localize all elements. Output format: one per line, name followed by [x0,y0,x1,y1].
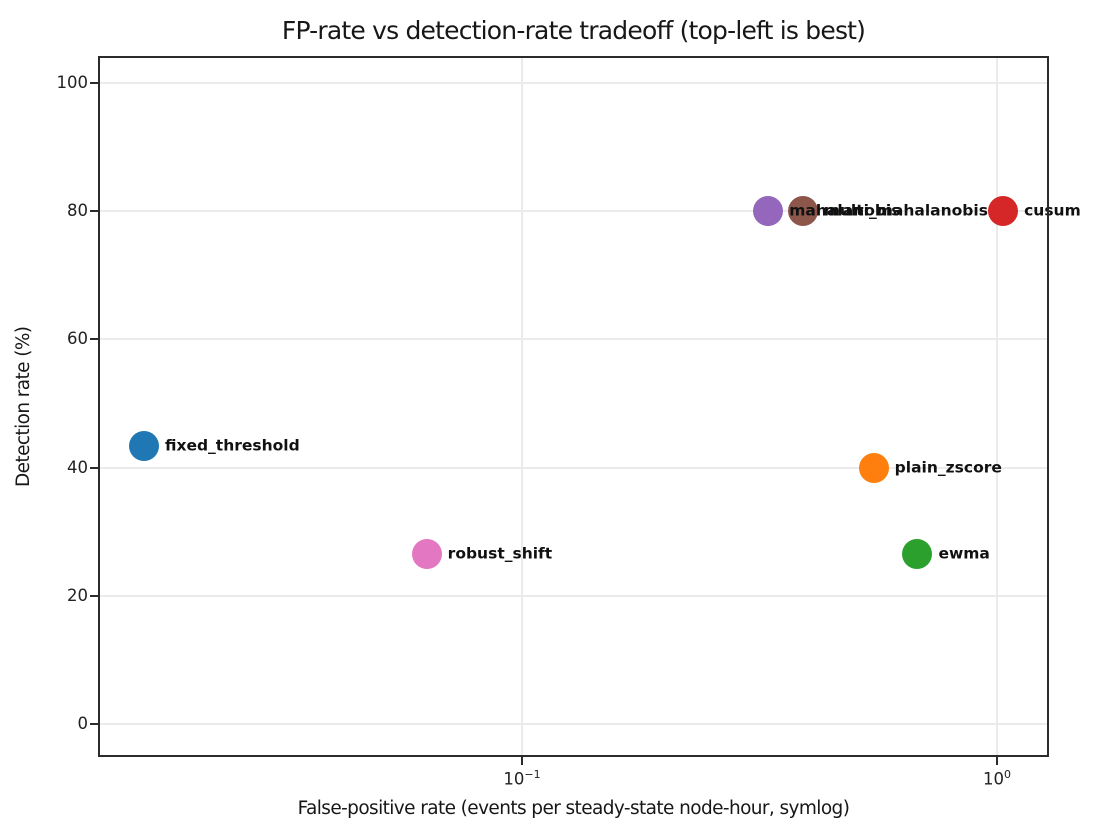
x-gridline-0.1 [521,56,523,757]
y-tick-mark-0 [90,723,98,725]
y-tick-label-20: 20 [67,585,88,605]
data-point-cusum [988,196,1019,227]
y-gridline-20 [98,594,1049,597]
y-tick-mark-40 [90,466,98,469]
y-tick-label-80: 80 [67,201,88,221]
y-gridline-100 [98,82,1049,84]
x-gridline-1 [996,56,998,757]
y-tick-label-0: 0 [77,714,89,733]
x-tick-mark-1 [996,757,998,765]
x-tick-exponent: 0 [1004,768,1011,781]
y-gridline-60 [98,338,1049,341]
data-point-fixed_threshold [128,431,159,462]
y-tick-label-100: 100 [56,73,89,92]
x-tick-exponent: −1 [524,768,541,781]
y-tick-mark-80 [90,210,98,213]
point-label-cusum: cusum [1024,201,1081,220]
point-label-plain_zscore: plain_zscore [894,458,1002,477]
x-tick-label-1: 100 [952,768,1042,789]
data-point-plain_zscore [858,452,889,483]
x-tick-base: 10 [983,769,1004,789]
point-label-fixed_threshold: fixed_threshold [164,437,300,456]
y-axis-label: Detection rate (%) [13,326,34,487]
y-tick-mark-100 [90,82,98,84]
x-tick-base: 10 [503,769,525,789]
point-label-mahalanobis: mahalanobis [789,201,901,220]
data-point-multi_mahalanobis [787,196,818,227]
data-point-ewma [902,539,933,570]
data-point-robust_shift [411,539,442,570]
y-tick-mark-60 [90,338,98,341]
y-gridline-80 [98,210,1049,213]
y-tick-label-40: 40 [67,457,88,477]
data-point-mahalanobis [753,196,784,227]
y-gridline-0 [98,723,1049,725]
x-axis-label: False-positive rate (events per steady-s… [297,798,850,819]
point-label-ewma: ewma [938,544,990,563]
point-label-robust_shift: robust_shift [447,544,553,563]
x-tick-mark-0.1 [521,757,523,765]
point-label-multi_mahalanobis: multi_mahalanobis [823,201,988,220]
x-tick-label-0.1: 10−1 [477,768,567,789]
y-tick-mark-20 [90,594,98,597]
chart-title: FP-rate vs detection-rate tradeoff (top-… [281,16,866,45]
y-tick-label-60: 60 [67,329,88,349]
y-gridline-40 [98,466,1049,469]
